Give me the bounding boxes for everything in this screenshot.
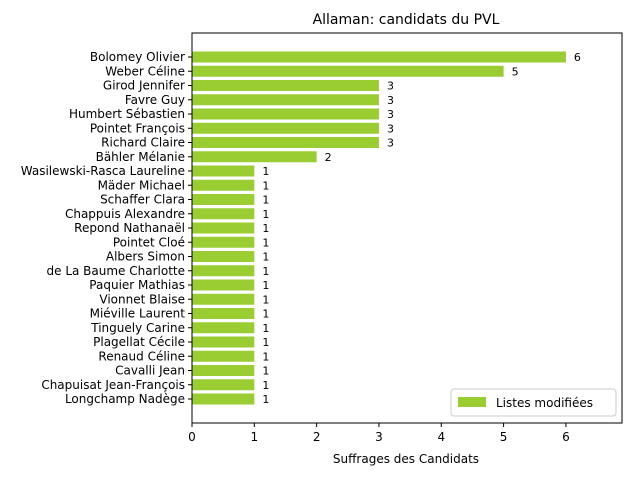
value-label: 1 [262, 336, 269, 349]
x-tick-label: 2 [313, 430, 321, 444]
bar [192, 222, 255, 234]
legend: Listes modifiées [450, 388, 617, 417]
value-label: 1 [262, 350, 269, 363]
category-label: Chapuisat Jean-François [41, 378, 185, 392]
category-label: Pointet Cloé [113, 235, 185, 249]
category-label: Mäder Michael [98, 178, 185, 192]
x-axis: 0 1 2 3 4 5 6 [188, 423, 570, 444]
bar [192, 393, 255, 405]
value-label: 3 [387, 108, 394, 121]
value-label: 1 [262, 322, 269, 335]
legend-label: Listes modifiées [496, 396, 593, 410]
x-tick-label: 4 [437, 430, 445, 444]
category-label: Repond Nathanaël [74, 221, 185, 235]
bar [192, 94, 379, 106]
bar [192, 122, 379, 134]
category-label: Richard Claire [101, 136, 185, 150]
category-label: de La Baume Charlotte [47, 264, 186, 278]
category-label: Longchamp Nadège [65, 392, 185, 406]
bars-group [192, 51, 566, 405]
bar [192, 279, 255, 291]
bar [192, 365, 255, 376]
category-label: Plagellat Cécile [93, 335, 185, 349]
category-label: Vionnet Blaise [99, 292, 185, 306]
value-label: 1 [262, 279, 269, 292]
bar [192, 165, 255, 177]
category-label: Tinguely Carine [90, 321, 185, 335]
legend-box [450, 388, 617, 417]
value-label: 3 [387, 94, 394, 107]
category-label: Bähler Mélanie [96, 150, 185, 164]
value-label: 1 [262, 222, 269, 235]
value-label: 1 [262, 379, 269, 392]
bar [192, 51, 566, 63]
x-tick-label: 0 [188, 430, 196, 444]
x-axis-label: Suffrages des Candidats [333, 452, 479, 466]
bar [192, 151, 317, 163]
bar [192, 322, 255, 334]
legend-swatch [458, 397, 486, 407]
bar [192, 179, 255, 191]
chart-title: Allaman: candidats du PVL [313, 12, 500, 28]
value-label: 1 [262, 265, 269, 278]
value-label: 2 [325, 151, 332, 164]
x-tick-label: 1 [250, 430, 258, 444]
value-label: 3 [387, 80, 394, 93]
bar [192, 108, 379, 120]
category-label: Cavalli Jean [115, 364, 185, 378]
bar [192, 336, 255, 348]
category-label: Pointet François [90, 121, 185, 135]
category-label: Weber Céline [105, 64, 185, 78]
value-label: 1 [262, 308, 269, 321]
bar [192, 80, 379, 91]
value-label: 3 [387, 122, 394, 135]
value-label: 1 [262, 236, 269, 249]
bar [192, 137, 379, 148]
category-label: Schaffer Clara [100, 193, 185, 207]
bar [192, 265, 255, 277]
category-label: Humbert Sébastien [69, 107, 185, 121]
value-label: 1 [262, 165, 269, 178]
category-label: Girod Jennifer [103, 79, 185, 93]
bar [192, 350, 255, 362]
value-label: 1 [262, 365, 269, 378]
category-label: Wasilewski-Rasca Laureline [21, 164, 185, 178]
bar [192, 208, 255, 220]
x-tick-label: 5 [500, 430, 508, 444]
category-label: Miéville Laurent [90, 307, 186, 321]
plot-frame [191, 32, 623, 424]
value-label: 1 [262, 393, 269, 406]
value-label: 1 [262, 194, 269, 207]
value-label: 5 [512, 65, 519, 78]
x-tick-label: 6 [562, 430, 570, 444]
value-label: 6 [574, 51, 581, 64]
x-tick-label: 3 [375, 430, 383, 444]
category-label: Bolomey Olivier [90, 50, 185, 64]
value-label: 1 [262, 251, 269, 264]
bar [192, 308, 255, 319]
value-label: 1 [262, 293, 269, 306]
category-label: Paquier Mathias [89, 278, 185, 292]
category-label: Favre Guy [125, 93, 185, 107]
bar [192, 251, 255, 262]
category-label: Renaud Céline [98, 349, 185, 363]
bar [192, 293, 255, 305]
bar [192, 194, 255, 205]
bar [192, 236, 255, 248]
category-label: Albers Simon [106, 250, 185, 264]
bar [192, 379, 255, 391]
category-label: Chappuis Alexandre [65, 207, 185, 221]
value-label: 3 [387, 137, 394, 150]
bar [192, 65, 504, 77]
value-label: 1 [262, 179, 269, 192]
value-label: 1 [262, 208, 269, 221]
